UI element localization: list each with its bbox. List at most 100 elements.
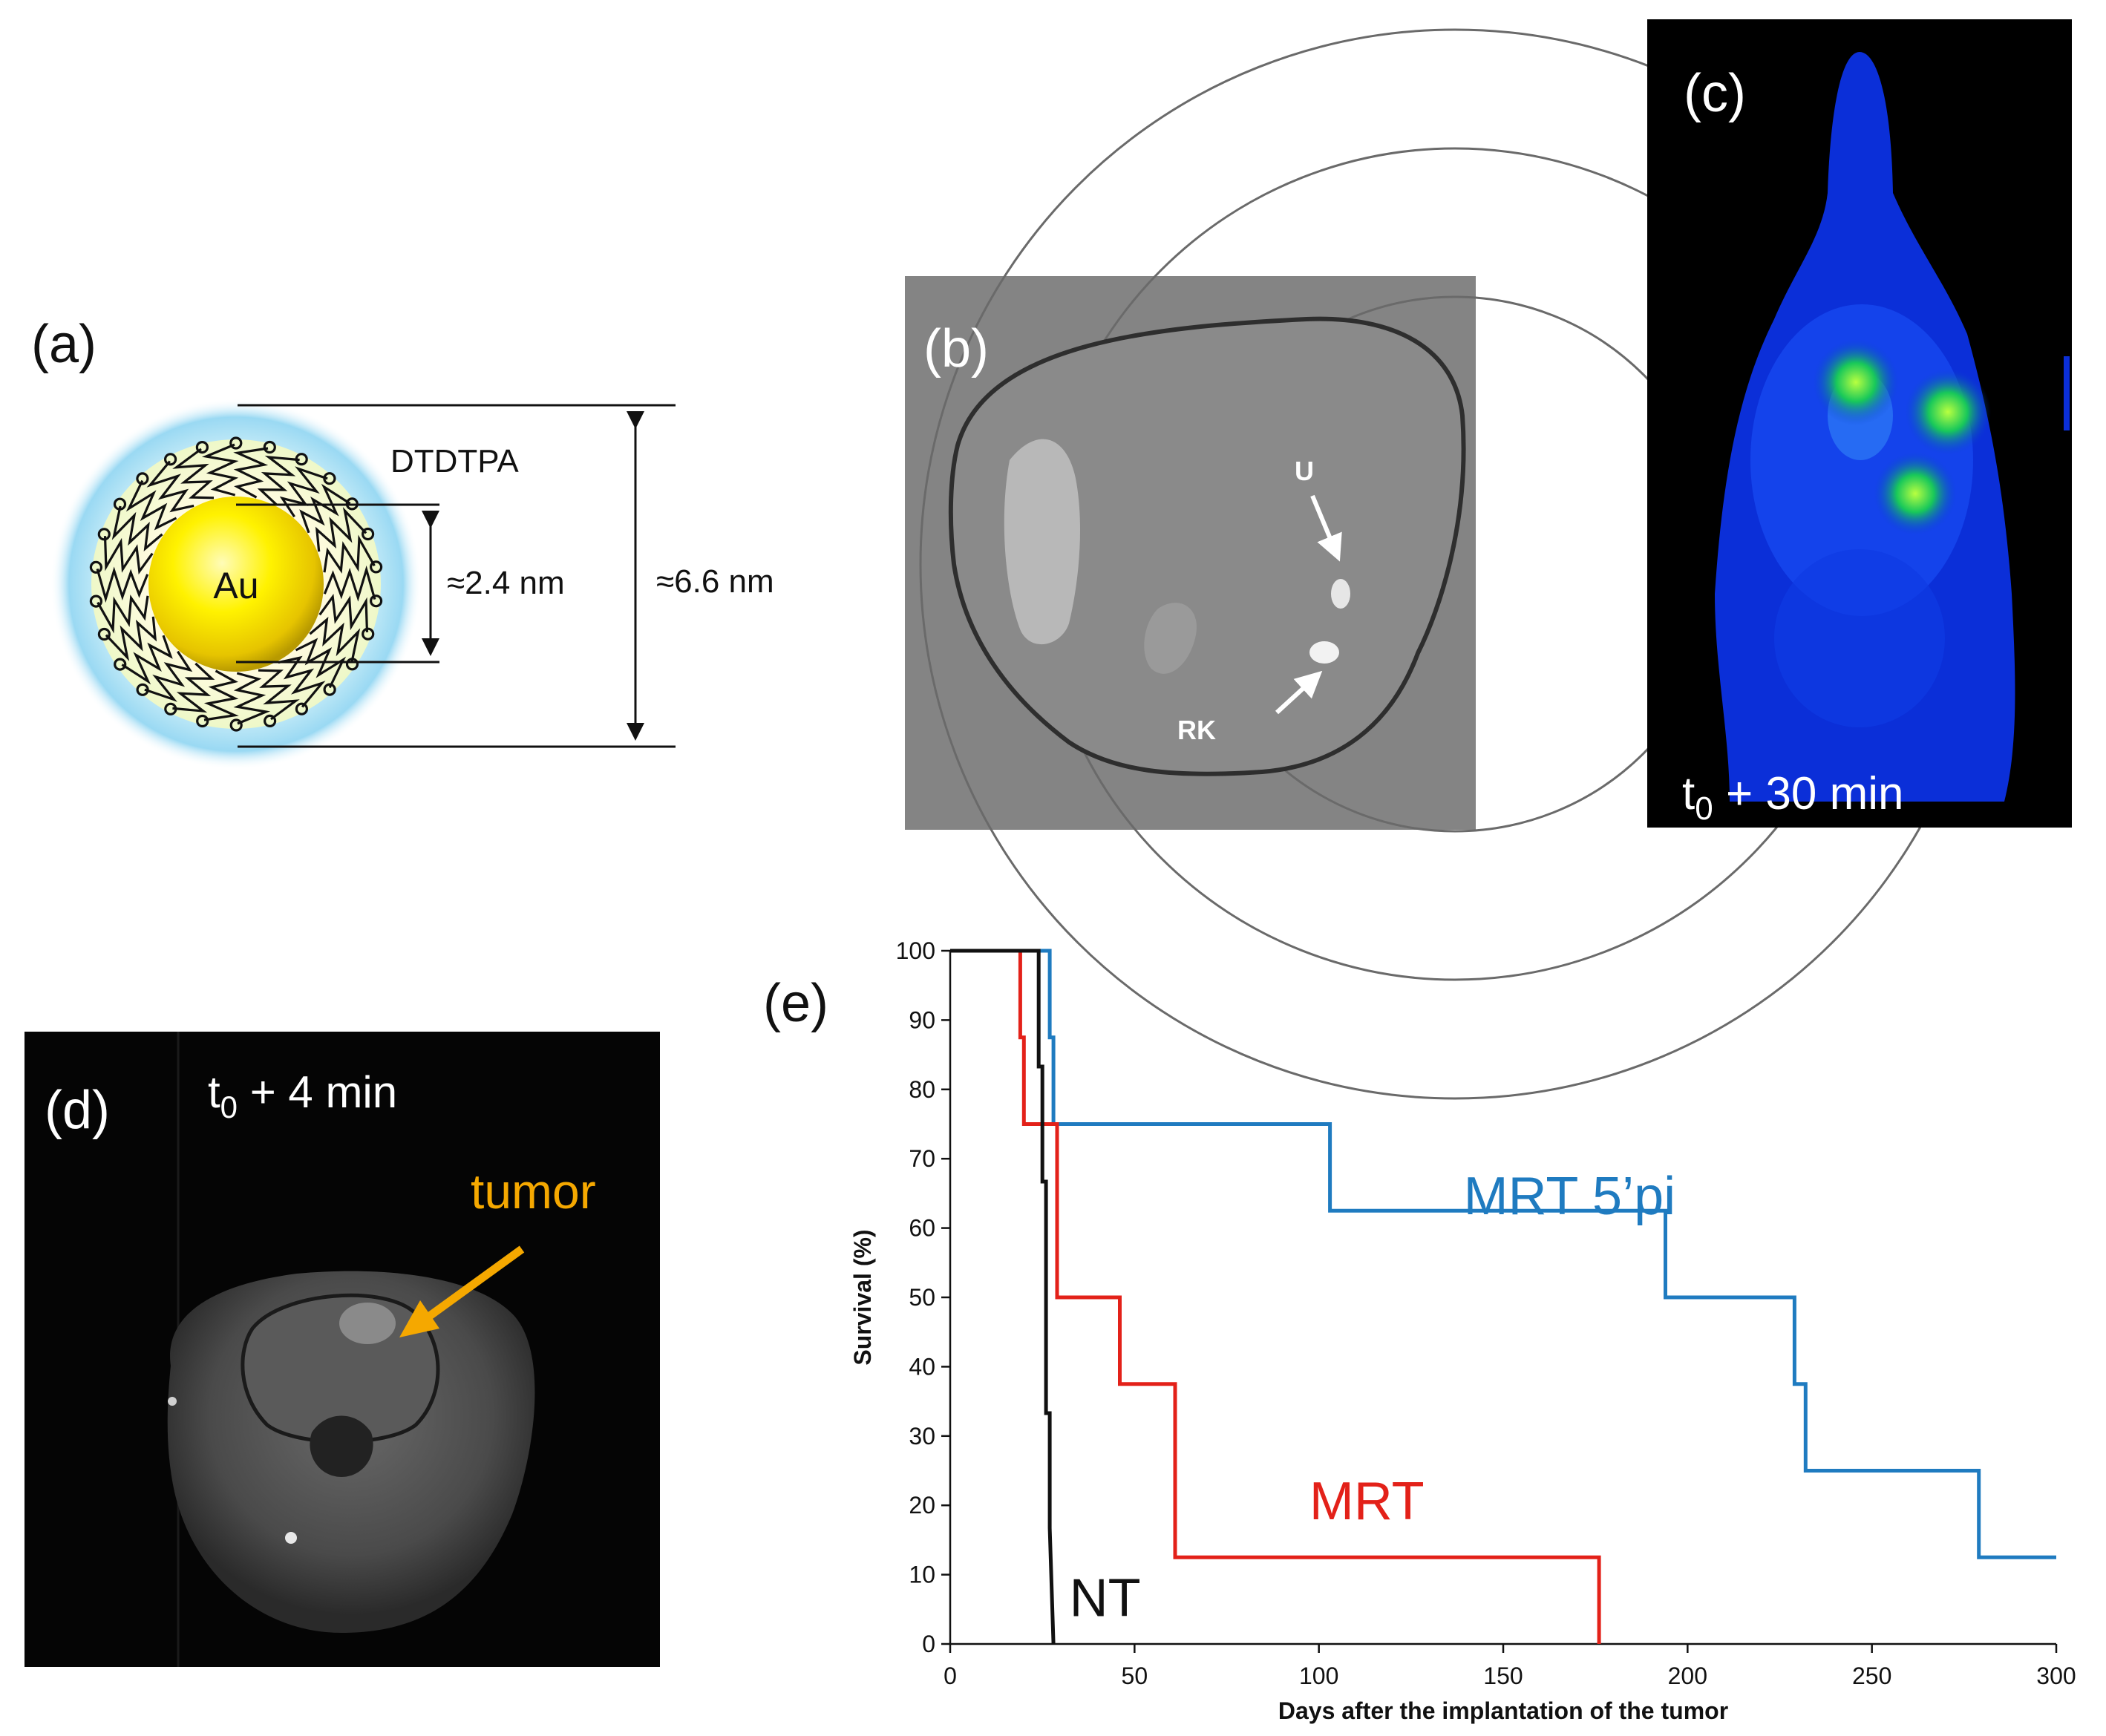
panel-d-time: t0 + 4 min — [208, 1067, 397, 1124]
ligand-loop — [196, 714, 209, 728]
ligand-chain — [323, 534, 376, 574]
mri-tumor-region — [339, 1303, 396, 1344]
pet-kidney-left — [1813, 339, 1899, 425]
series-label: MRT 5’pi — [1464, 1167, 1675, 1226]
ligand-loop — [89, 595, 102, 608]
panel-e-label: (e) — [763, 974, 828, 1033]
panel-d: (d) t0 + 4 min tumor — [24, 1032, 660, 1667]
ligand-loop — [164, 702, 177, 715]
panel-d-label: (d) — [45, 1081, 110, 1140]
ligand-chain — [105, 616, 157, 661]
y-tick-label: 90 — [909, 1006, 935, 1033]
x-tick-label: 250 — [1852, 1663, 1891, 1689]
ligand-loop — [136, 683, 149, 696]
panel-a-label: (a) — [31, 315, 97, 374]
ligand-chain — [323, 565, 376, 602]
series-line-mrt-5-pi — [950, 949, 2056, 1559]
ligand-loop — [295, 453, 308, 466]
ligand-chain — [103, 536, 154, 575]
ct-stomach — [1004, 439, 1081, 645]
ligand-chain — [96, 566, 149, 603]
gold-core — [148, 497, 324, 672]
ligand-loop — [263, 440, 276, 454]
mri-bright-spot-2 — [168, 1397, 177, 1406]
ligand-chain — [97, 595, 149, 634]
panel-e: (e) 0 10 20 30 40 50 60 70 80 90 100 0 50 100 150 200 25… — [763, 937, 2076, 1724]
ligand-chain — [144, 650, 193, 702]
panel-c-label: (c) — [1684, 64, 1746, 123]
ligand-chain — [315, 507, 367, 552]
x-axis-title: Days after the implantation of the tumor — [1278, 1697, 1728, 1724]
y-tick-label: 30 — [909, 1423, 935, 1450]
series-label: NT — [1070, 1569, 1141, 1628]
ligand-loop — [97, 627, 111, 641]
y-axis-title: Survival (%) — [849, 1229, 876, 1365]
panel-b: U RK (b) — [905, 28, 1991, 1100]
ligand-loop — [370, 595, 383, 608]
x-tick-label: 0 — [944, 1663, 957, 1689]
ligand-chain — [318, 593, 369, 632]
ligand-chain — [233, 447, 269, 499]
u-arrow — [1310, 494, 1342, 562]
u-label: U — [1295, 456, 1314, 486]
tumor-label: tumor — [471, 1164, 596, 1219]
y-tick-label: 10 — [909, 1562, 935, 1588]
ct-organ — [1144, 603, 1197, 674]
y-tick-label: 40 — [909, 1353, 935, 1380]
panel-b-label: (b) — [923, 319, 989, 379]
ligand-loop — [229, 718, 243, 732]
ligand-chain — [111, 505, 163, 551]
ligand-chain — [278, 655, 326, 708]
y-tick-label: 50 — [909, 1284, 935, 1311]
ligand-chain — [309, 617, 361, 663]
ligand-chains — [89, 436, 383, 732]
ligand-loop — [97, 528, 111, 541]
series-label: MRT — [1309, 1472, 1425, 1531]
ligand-loop — [264, 714, 277, 728]
core-label: Au — [213, 565, 258, 606]
ligand-loop — [362, 627, 375, 641]
ligand-chain — [299, 483, 351, 534]
panel-c: (c) t0 + 30 min — [1647, 19, 2072, 828]
ligand-loop — [345, 658, 359, 671]
mri-ventricle — [310, 1415, 373, 1477]
mri-bright-spot — [285, 1532, 297, 1544]
survival-chart: 0 10 20 30 40 50 60 70 80 90 100 0 50 100 150 200 250 300… — [849, 937, 2076, 1724]
pet-abdomen — [1774, 549, 1945, 727]
ligand-chain — [257, 455, 300, 506]
panel-a: (a) Au DTDTPA ≈2.4 nm ≈6.6 nm — [31, 315, 774, 770]
ct-kidney-spot — [1309, 641, 1339, 664]
ligand-chain — [233, 672, 271, 725]
ligand-loop — [362, 527, 375, 541]
ligand-loop — [114, 658, 127, 671]
x-tick-label: 200 — [1668, 1663, 1707, 1689]
x-tick-label: 50 — [1122, 1663, 1148, 1689]
y-tick-label: 0 — [922, 1631, 935, 1657]
x-tick-label: 100 — [1299, 1663, 1338, 1689]
y-tick-label: 20 — [909, 1492, 935, 1519]
ligand-loop — [370, 560, 383, 574]
y-tick-label: 100 — [896, 937, 935, 964]
ligand-loop — [164, 453, 177, 466]
y-tick-label: 80 — [909, 1076, 935, 1103]
ligand-loop — [323, 472, 336, 485]
ligand-loop — [195, 440, 209, 454]
pet-kidney-right — [1905, 369, 1991, 455]
series-line-nt — [950, 949, 1056, 1645]
ligand-loop — [113, 497, 127, 511]
y-tick-label: 60 — [909, 1215, 935, 1242]
ligand-chain — [172, 448, 215, 499]
x-tick-label: 300 — [2036, 1663, 2076, 1689]
ligand-chain — [295, 638, 347, 689]
ct-ureter-spot — [1331, 579, 1350, 609]
ligand-loop — [229, 436, 243, 450]
ligand-chain — [203, 669, 239, 721]
ligand-chain — [121, 635, 173, 685]
pet-edge-signal — [2064, 356, 2070, 430]
ligand-chain — [279, 466, 328, 518]
ligand-loop — [295, 702, 308, 715]
outer-dim-label: ≈6.6 nm — [656, 563, 774, 600]
x-tick-label: 150 — [1483, 1663, 1523, 1689]
rk-arrow — [1275, 670, 1323, 715]
